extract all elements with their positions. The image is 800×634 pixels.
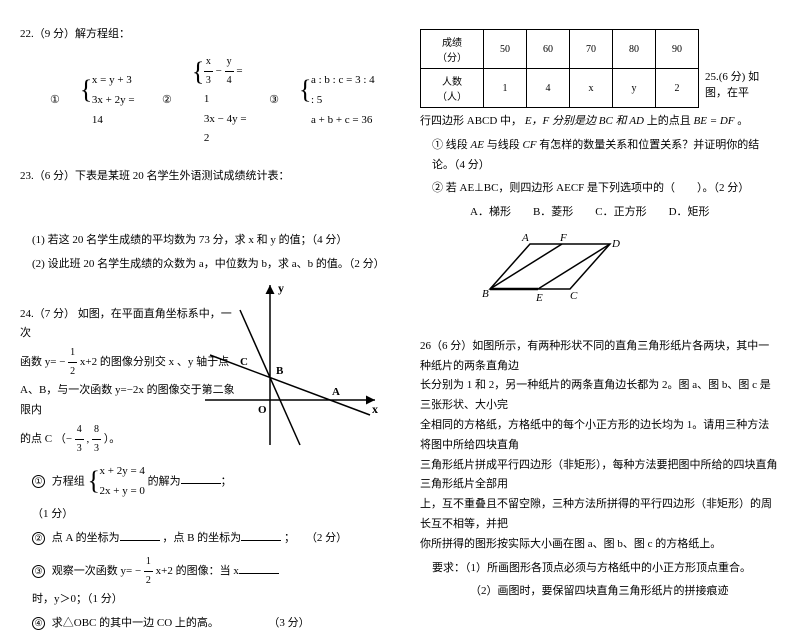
th-score: 成绩（分） xyxy=(421,30,484,69)
svg-text:B: B xyxy=(276,365,284,377)
q22-g1: x = y + 3 3x + 2y = 14 xyxy=(80,71,142,130)
q23-p1: (1) 若这 20 名学生成绩的平均数为 73 分，求 x 和 y 的值；（4 … xyxy=(32,231,380,251)
score-table-row: 成绩（分） 50 60 70 80 90 人数（人） 1 4 x y 2 25.… xyxy=(420,25,780,112)
q22-g1-l1: x = y + 3 xyxy=(92,74,132,86)
svg-text:A: A xyxy=(332,386,340,398)
q23: 23.（6 分）下表是某班 20 名学生外语测试成绩统计表： (1) 若这 20… xyxy=(20,167,380,274)
q24-s1-score: （1 分） xyxy=(32,505,240,525)
q24-s4: ④ 求△OBC 的其中一边 CO 上的高。 （3 分） xyxy=(32,614,372,634)
q26: 26（6 分）如图所示，有两种形状不同的直角三角形纸片各两块，其中一种纸片的两条… xyxy=(420,337,780,602)
circ-1-icon: ① xyxy=(32,475,45,488)
coordinate-figure: x y O A B C xyxy=(200,280,380,450)
q26-l6: 你所拼得的图形按实际大小画在图 a、图 b、图 c 的方格纸上。 xyxy=(420,535,780,555)
left-column: 22.（9 分）解方程组： ① x = y + 3 3x + 2y = 14 ②… xyxy=(0,0,400,565)
q22-g2: x3 − y4 = 1 3x − 4y = 2 xyxy=(192,53,249,149)
q26-r2: （2）画图时，要保留四块直角三角形纸片的拼接痕迹 xyxy=(470,582,780,602)
q25-p2: ② 若 AE⊥BC，则四边形 AECF 是下列选项中的（ ）。（2 分） xyxy=(432,179,780,199)
q22-g1-l2: 3x + 2y = 14 xyxy=(92,94,135,126)
q25: 行四边形 ABCD 中， E，F 分别是边 BC 和 AD 上的点且 BE = … xyxy=(420,112,780,317)
q26-l1: 26（6 分）如图所示，有两种形状不同的直角三角形纸片各两块，其中一种纸片的两条… xyxy=(420,337,780,377)
q22-g3-l1: a : b : c = 3 : 4 : 5 xyxy=(311,74,375,106)
score-table: 成绩（分） 50 60 70 80 90 人数（人） 1 4 x y 2 xyxy=(420,29,699,108)
page: 22.（9 分）解方程组： ① x = y + 3 3x + 2y = 14 ②… xyxy=(0,0,800,565)
q26-r1: 要求：（1）所画图形各顶点必须与方格纸中的小正方形顶点重合。 xyxy=(432,559,780,579)
q26-l4: 三角形纸片拼成平行四边形（非矩形），每种方法要把图中所给的四块直角三角形纸片全部… xyxy=(420,456,780,496)
svg-text:E: E xyxy=(535,292,543,304)
q25-p1: ① 线段 AE 与线段 CF 有怎样的数量关系和位置关系？并证明你的结论。（4 … xyxy=(432,136,780,176)
q25-opts: A．梯形 B．菱形 C．正方形 D．矩形 xyxy=(470,203,780,223)
svg-text:D: D xyxy=(611,238,620,250)
table-row: 成绩（分） 50 60 70 80 90 xyxy=(421,30,699,69)
q22-g3-label: ③ xyxy=(269,91,279,111)
q22-groups: ① x = y + 3 3x + 2y = 14 ② x3 − y4 = 1 3… xyxy=(50,53,380,149)
circ-4-icon: ④ xyxy=(32,617,45,630)
svg-text:A: A xyxy=(521,232,529,244)
svg-text:F: F xyxy=(559,232,567,244)
th-count: 人数（人） xyxy=(421,69,484,108)
q22-g2-l1: x3 − y4 = 1 xyxy=(204,65,243,105)
q22-title: 22.（9 分）解方程组： xyxy=(20,25,380,45)
q23-title: 23.（6 分）下表是某班 20 名学生外语测试成绩统计表： xyxy=(20,167,380,187)
parallelogram-figure: B C D A E F xyxy=(460,229,630,309)
q23-p2: (2) 设此班 20 名学生成绩的众数为 a，中位数为 b，求 a、b 的值。（… xyxy=(32,255,380,275)
svg-text:y: y xyxy=(278,281,284,295)
circ-3-icon: ③ xyxy=(32,565,45,578)
q22-g2-l2: 3x − 4y = 2 xyxy=(204,113,247,145)
q24-s1: ① 方程组 x + 2y = 4 2x + y = 0 的解为； xyxy=(32,462,240,502)
svg-text:O: O xyxy=(258,404,267,416)
svg-text:C: C xyxy=(240,356,248,368)
q22-g3-l2: a + b + c = 36 xyxy=(311,114,372,126)
q24-s3: ③ 观察一次函数 y= − 12 x+2 的图像：当 x 时，y＞0；（1 分） xyxy=(32,553,372,610)
table-row: 人数（人） 1 4 x y 2 xyxy=(421,69,699,108)
blank-1[interactable] xyxy=(181,472,221,484)
q25-intro: 25.(6 分) 如图，在平 xyxy=(705,68,780,112)
q26-l5: 上，互不重叠且不留空隙，三种方法所拼得的平行四边形（非矩形）的周长互不相等，并把 xyxy=(420,495,780,535)
right-column: 成绩（分） 50 60 70 80 90 人数（人） 1 4 x y 2 25.… xyxy=(400,0,800,565)
circ-2-icon: ② xyxy=(32,532,45,545)
q26-l2: 长分别为 1 和 2，另一种纸片的两条直角边长都为 2。图 a、图 b、图 c … xyxy=(420,376,780,416)
blank-a[interactable] xyxy=(120,529,160,541)
svg-text:B: B xyxy=(482,288,489,300)
svg-text:C: C xyxy=(570,290,578,302)
q22-g2-label: ② xyxy=(162,91,172,111)
blank-b[interactable] xyxy=(241,529,281,541)
q22-g1-label: ① xyxy=(50,91,60,111)
q26-l3: 全相同的方格纸，方格纸中的每个小正方形的边长均为 1。请用三种方法将图中所给四块… xyxy=(420,416,780,456)
q24-s2: ② 点 A 的坐标为 ，点 B 的坐标为 ； （2 分） xyxy=(32,529,372,549)
svg-text:x: x xyxy=(372,402,378,416)
q25-l1: 行四边形 ABCD 中， E，F 分别是边 BC 和 AD 上的点且 BE = … xyxy=(420,112,780,132)
q22-g3: a : b : c = 3 : 4 : 5 a + b + c = 36 xyxy=(299,71,380,130)
q22: 22.（9 分）解方程组： ① x = y + 3 3x + 2y = 14 ②… xyxy=(20,25,380,149)
blank-x[interactable] xyxy=(239,562,279,574)
